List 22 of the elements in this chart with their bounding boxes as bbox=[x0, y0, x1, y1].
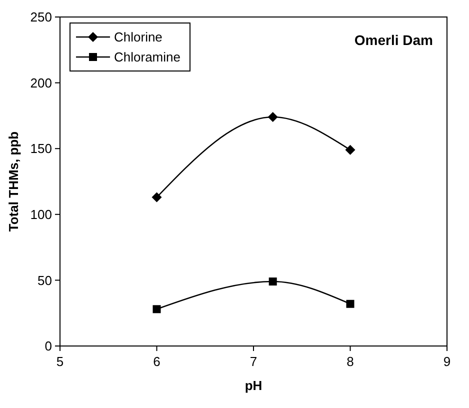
y-tick-label: 200 bbox=[30, 75, 52, 90]
x-tick-label: 8 bbox=[346, 354, 354, 369]
x-axis-title: pH bbox=[244, 378, 262, 393]
point bbox=[152, 305, 161, 314]
y-axis-title: Total THMs, ppb bbox=[6, 131, 21, 232]
x-tick-label: 7 bbox=[250, 354, 258, 369]
x-tick-label: 6 bbox=[153, 354, 160, 369]
point bbox=[268, 278, 277, 286]
x-tick-label: 9 bbox=[443, 354, 451, 369]
point bbox=[152, 192, 162, 202]
x-tick-label: 5 bbox=[56, 354, 64, 369]
legend-label: Chloramine bbox=[114, 50, 180, 65]
point bbox=[345, 144, 356, 155]
y-tick-label: 150 bbox=[30, 141, 52, 156]
point bbox=[346, 300, 354, 308]
y-tick-label: 250 bbox=[30, 10, 52, 25]
legend-label: Chlorine bbox=[114, 30, 162, 45]
y-tick-label: 50 bbox=[38, 272, 52, 288]
y-tick-label: 100 bbox=[30, 206, 52, 222]
y-tick-label: 0 bbox=[44, 338, 52, 354]
text: Omerli Dam bbox=[354, 32, 433, 48]
point bbox=[268, 112, 278, 122]
